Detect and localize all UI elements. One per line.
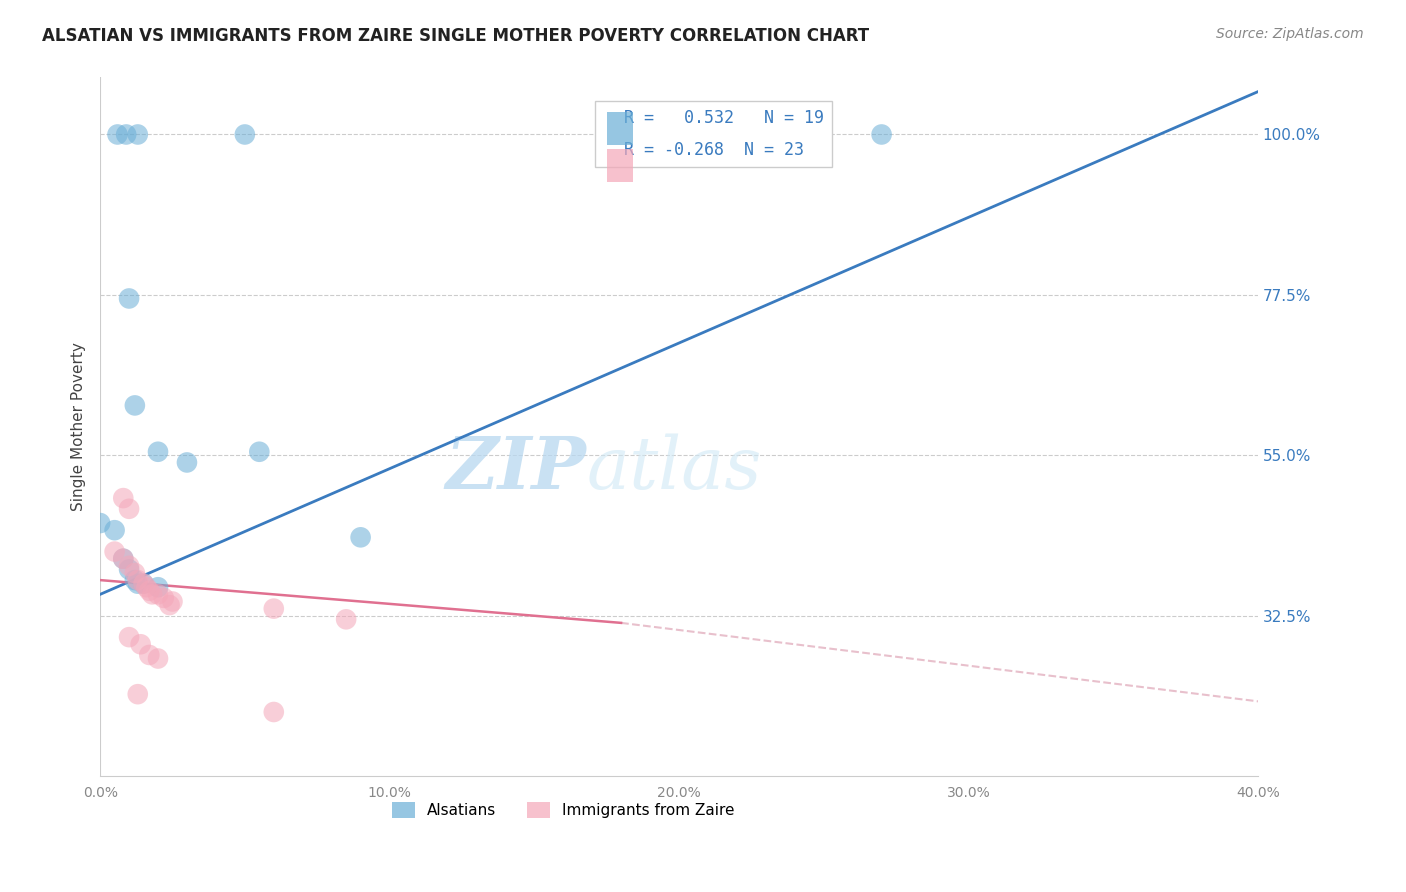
Text: R =   0.532   N = 19
  R = -0.268  N = 23: R = 0.532 N = 19 R = -0.268 N = 23 bbox=[603, 109, 824, 159]
Point bbox=[127, 687, 149, 701]
Point bbox=[233, 128, 256, 142]
Point bbox=[107, 128, 129, 142]
Point bbox=[112, 491, 135, 505]
Point bbox=[127, 573, 149, 587]
Point bbox=[115, 128, 138, 142]
Point bbox=[118, 501, 141, 516]
Point bbox=[135, 580, 157, 594]
FancyBboxPatch shape bbox=[607, 149, 633, 182]
Point bbox=[349, 530, 371, 544]
Point bbox=[146, 580, 169, 594]
Legend: Alsatians, Immigrants from Zaire: Alsatians, Immigrants from Zaire bbox=[385, 797, 741, 824]
Point bbox=[132, 576, 155, 591]
Point bbox=[263, 705, 285, 719]
Point bbox=[118, 630, 141, 644]
Point bbox=[138, 583, 160, 598]
Point bbox=[118, 558, 141, 573]
Point bbox=[870, 128, 893, 142]
Point bbox=[159, 598, 181, 612]
Y-axis label: Single Mother Poverty: Single Mother Poverty bbox=[72, 343, 86, 511]
Point bbox=[129, 637, 152, 651]
Text: atlas: atlas bbox=[586, 434, 762, 504]
Point bbox=[153, 591, 176, 605]
Point bbox=[335, 612, 357, 626]
Point bbox=[112, 551, 135, 566]
Point bbox=[118, 292, 141, 306]
Point bbox=[263, 601, 285, 615]
Point bbox=[104, 523, 127, 537]
Point bbox=[141, 587, 163, 601]
Text: Source: ZipAtlas.com: Source: ZipAtlas.com bbox=[1216, 27, 1364, 41]
Text: ALSATIAN VS IMMIGRANTS FROM ZAIRE SINGLE MOTHER POVERTY CORRELATION CHART: ALSATIAN VS IMMIGRANTS FROM ZAIRE SINGLE… bbox=[42, 27, 869, 45]
Point bbox=[112, 551, 135, 566]
FancyBboxPatch shape bbox=[607, 112, 633, 145]
Point bbox=[176, 455, 198, 469]
Point bbox=[118, 562, 141, 576]
Point bbox=[127, 576, 149, 591]
Point bbox=[247, 444, 270, 458]
Point bbox=[146, 587, 169, 601]
Point bbox=[146, 651, 169, 665]
Point bbox=[124, 573, 146, 587]
Point bbox=[138, 648, 160, 662]
Point bbox=[124, 566, 146, 580]
Text: ZIP: ZIP bbox=[446, 434, 586, 504]
Point bbox=[127, 128, 149, 142]
Point bbox=[132, 576, 155, 591]
Point bbox=[89, 516, 111, 530]
Point bbox=[124, 399, 146, 413]
Point bbox=[162, 594, 184, 608]
Point bbox=[146, 444, 169, 458]
Point bbox=[104, 544, 127, 558]
